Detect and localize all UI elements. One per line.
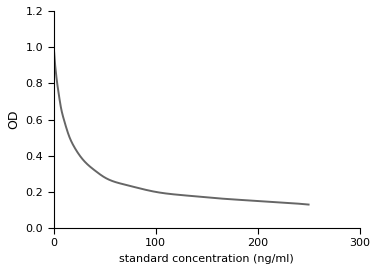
X-axis label: standard concentration (ng/ml): standard concentration (ng/ml) — [119, 254, 294, 264]
Y-axis label: OD: OD — [7, 110, 20, 129]
